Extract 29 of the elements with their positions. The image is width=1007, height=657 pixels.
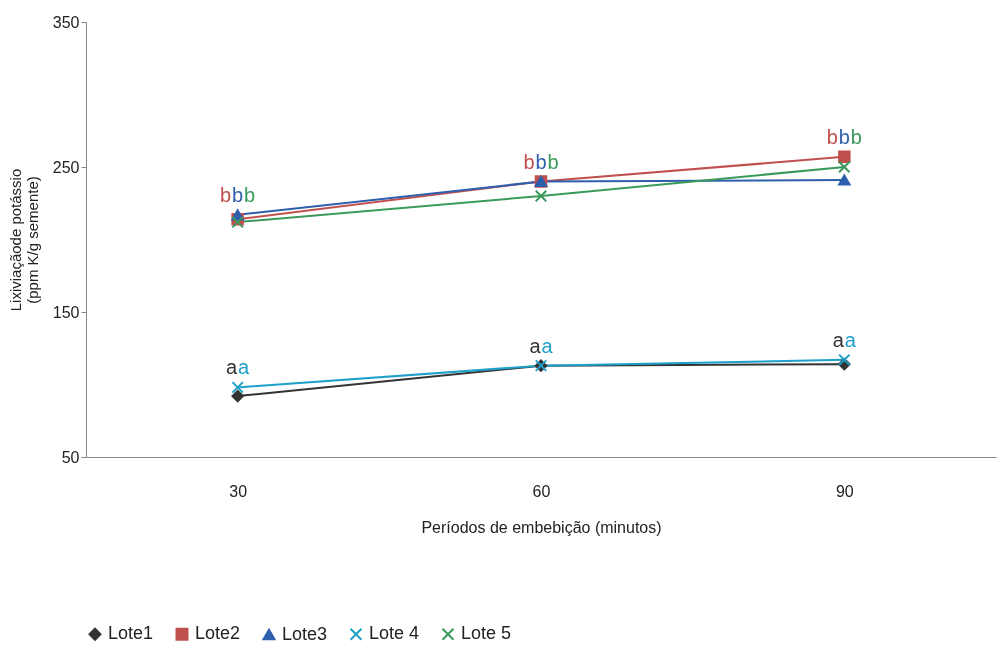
data-label: b <box>826 125 838 148</box>
y-tick-label: 250 <box>52 158 80 176</box>
data-label: b <box>232 183 244 206</box>
data-label: b <box>850 125 862 148</box>
data-label: b <box>244 183 256 206</box>
data-label: b <box>838 125 850 148</box>
data-label: a <box>226 356 239 379</box>
data-label: a <box>238 356 251 379</box>
y-tick-label: 150 <box>52 303 80 321</box>
x-axis-title: Períodos de embebição (minutos) <box>421 518 662 536</box>
y-axis-title: Lixiviaçãode potássio (ppm K/g semente) <box>6 168 41 312</box>
data-label: b <box>220 183 232 206</box>
legend-label: Lote2 <box>195 623 241 644</box>
legend-label: Lote 5 <box>461 623 512 644</box>
data-label: b <box>523 150 535 173</box>
data-label: a <box>529 334 542 357</box>
legend-label: Lote1 <box>108 623 154 644</box>
data-label: a <box>541 334 554 357</box>
legend-label: Lote3 <box>282 623 328 644</box>
y-tick-label: 50 <box>61 448 80 466</box>
x-tick-label: 30 <box>229 482 248 500</box>
y-tick-label: 350 <box>52 13 80 31</box>
data-label: a <box>832 328 845 351</box>
data-label: b <box>535 150 547 173</box>
data-label: a <box>844 328 857 351</box>
x-tick-label: 60 <box>532 482 551 500</box>
legend-label: Lote 4 <box>369 623 420 644</box>
x-tick-label: 90 <box>835 482 854 500</box>
data-label: b <box>547 150 559 173</box>
